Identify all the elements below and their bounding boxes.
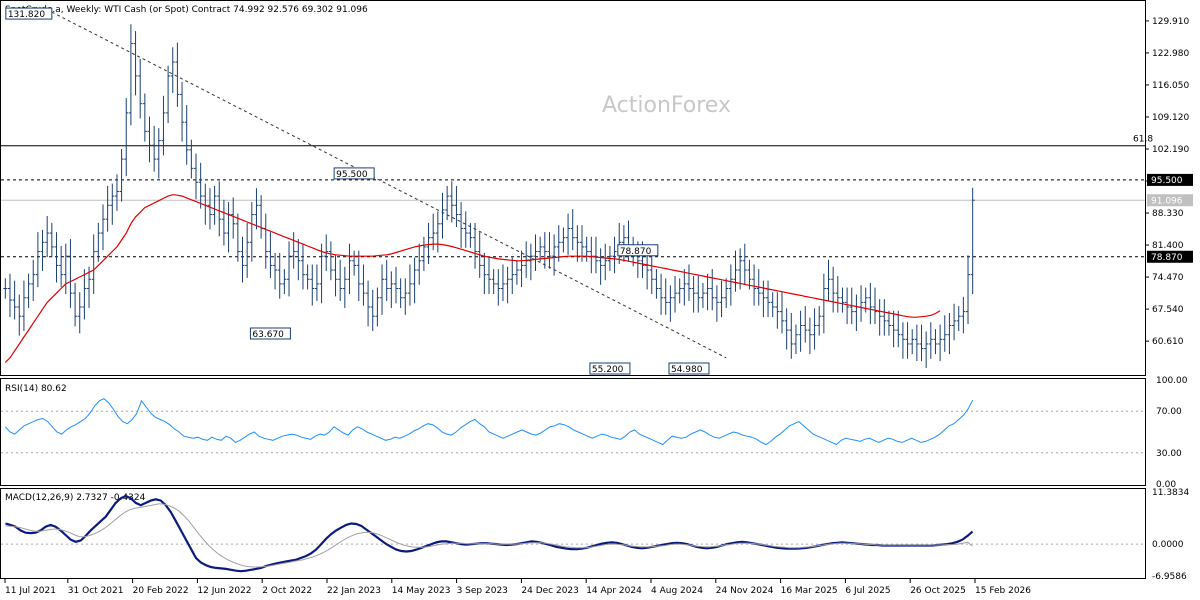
- macd-tick-label: 11.3834: [1152, 488, 1189, 498]
- macd-title: MACD(12,26,9) 2.7327 -0.4324: [5, 493, 146, 503]
- price-tick-label: 60.610: [1152, 337, 1184, 347]
- rsi-levels-group: [1, 410, 1145, 454]
- x-tick-label: 16 Mar 2025: [781, 586, 838, 596]
- x-tick-label: 12 Jun 2022: [197, 586, 251, 596]
- macd-signal-line: [5, 503, 973, 568]
- macd-y-axis: 11.3834 0.0000 -6.9586: [1152, 488, 1189, 582]
- price-tick-label: 67.540: [1152, 305, 1184, 315]
- price-panel-frame: [0, 0, 1146, 376]
- price-label-box: [1147, 250, 1193, 263]
- x-tick-label: 20 Feb 2022: [133, 586, 189, 596]
- annotation-box: [249, 327, 291, 340]
- x-tick-label: 15 Feb 2026: [975, 586, 1031, 596]
- price-y-axis: 129.910122.980116.050109.120102.19095.26…: [1145, 17, 1189, 347]
- x-tick-label: 22 Jan 2023: [327, 586, 381, 596]
- price-tick-label: 88.330: [1152, 209, 1184, 219]
- annotation-label: 95.500: [336, 170, 368, 180]
- x-axis: 11 Jul 2021 31 Oct 2021 20 Feb 2022 12 Jun …: [4, 579, 1031, 596]
- rsi-tick-label: 30.00: [1156, 449, 1182, 459]
- price-labels-group: 95.500 91.096 78.870: [1147, 173, 1193, 263]
- x-tick-label: 14 May 2023: [392, 586, 451, 596]
- annotation-box: [589, 362, 631, 375]
- price-tick-label: 102.190: [1152, 145, 1189, 155]
- annotations-group: 131.820 95.500 63.670 78.870 55.200 54.980: [5, 7, 710, 375]
- x-tick-label: 14 Apr 2024: [586, 586, 642, 596]
- x-tick-label: 31 Oct 2021: [68, 586, 124, 596]
- x-tick-label: 4 Aug 2024: [651, 586, 703, 596]
- rsi-tick-label: 70.00: [1156, 407, 1182, 417]
- rsi-title: RSI(14) 80.62: [5, 384, 67, 394]
- chart-title: SpotCrude.a, Weekly: WTI Cash (or Spot) …: [5, 5, 368, 15]
- x-tick-label: 3 Sep 2023: [457, 586, 508, 596]
- rsi-panel-frame: [0, 378, 1146, 486]
- price-tick-label: 122.980: [1152, 49, 1189, 59]
- rsi-line-group: [4, 398, 974, 446]
- x-tick-label: 2 Oct 2022: [262, 586, 312, 596]
- rsi-tick-label: 0.00: [1156, 480, 1176, 490]
- x-tick-label: 6 Jul 2025: [845, 586, 890, 596]
- price-tick-label: 81.400: [1152, 241, 1184, 251]
- annotation-label: 78.870: [620, 247, 652, 257]
- x-tick-label: 11 Jul 2021: [5, 586, 56, 596]
- x-tick-label: 26 Oct 2025: [910, 586, 966, 596]
- annotation-box: [333, 167, 375, 180]
- price-label-text: 95.500: [1151, 176, 1183, 186]
- moving-average-group: [4, 194, 941, 363]
- macd-lines-group: [5, 494, 974, 573]
- price-tick-label: 74.470: [1152, 273, 1184, 283]
- trendline: [51, 11, 727, 359]
- rsi-y-axis: 100.00 70.00 30.00 0.00: [1156, 376, 1188, 490]
- macd-panel-frame: [0, 488, 1146, 579]
- macd-tick-label: -6.9586: [1152, 572, 1187, 582]
- price-label-text: 91.096: [1151, 196, 1183, 206]
- price-tick-label: 116.050: [1152, 81, 1189, 91]
- macd-main-line: [5, 494, 974, 573]
- candles-group: [3, 24, 975, 368]
- rsi-line: [4, 398, 974, 446]
- moving-average-line: [4, 194, 941, 363]
- price-label-box: [1147, 173, 1193, 186]
- x-tick-label: 24 Dec 2023: [521, 586, 579, 596]
- trendline-group: [51, 11, 727, 359]
- price-label-box: [1147, 194, 1193, 207]
- annotation-box: [5, 7, 53, 20]
- annotation-label: 55.200: [592, 365, 624, 375]
- rsi-tick-label: 100.00: [1156, 376, 1188, 386]
- price-tick-label: 129.910: [1152, 17, 1189, 27]
- price-tick-label: 109.120: [1152, 113, 1189, 123]
- annotation-label: 131.820: [8, 10, 45, 20]
- annotation-box: [668, 362, 710, 375]
- fib-label: 61.8: [1133, 135, 1153, 145]
- x-tick-label: 24 Nov 2024: [716, 586, 774, 596]
- annotation-label: 63.670: [252, 330, 284, 340]
- annotation-box: [617, 244, 659, 257]
- price-label-text: 78.870: [1151, 253, 1183, 263]
- macd-tick-label: 0.0000: [1152, 540, 1184, 550]
- watermark: ActionForex: [602, 93, 731, 118]
- annotation-label: 54.980: [671, 365, 703, 375]
